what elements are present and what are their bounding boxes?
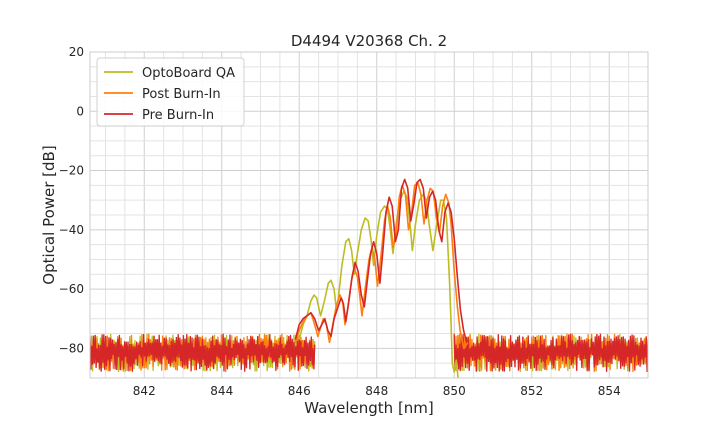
x-tick-label: 854 [598,384,621,398]
x-tick-label: 844 [210,384,233,398]
legend-label: Pre Burn-In [142,108,214,123]
x-tick-labels: 842 844 846 848 850 852 854 [133,384,621,398]
legend: OptoBoard QA Post Burn-In Pre Burn-In [96,57,245,127]
y-tick-label: −80 [59,341,84,355]
x-tick-label: 848 [365,384,388,398]
x-axis-label: Wavelength [nm] [304,399,434,417]
legend-label: Post Burn-In [142,87,221,102]
legend-label: OptoBoard QA [142,66,235,81]
series-group [294,178,469,378]
x-tick-label: 842 [133,384,156,398]
y-axis-label: Optical Power [dB] [40,145,58,284]
series-line-pre-burn-in [294,178,468,343]
plot-frame [89,51,649,379]
noise-floor-band [453,333,648,373]
y-tick-label: 20 [69,45,84,59]
y-tick-label: −40 [59,223,84,237]
y-tick-label: −20 [59,164,84,178]
y-tick-label: −60 [59,282,84,296]
x-tick-label: 846 [288,384,311,398]
noise-floor [90,333,648,373]
y-tick-labels: 20 0 −20 −40 −60 −80 [59,45,84,355]
noise-trace [90,333,316,372]
legend-box [96,57,245,127]
noise-trace [453,333,648,373]
chart-title: D4494 V20368 Ch. 2 [291,32,447,50]
x-tick-label: 850 [443,384,466,398]
x-tick-label: 852 [520,384,543,398]
noise-floor-band [90,333,316,372]
y-tick-label: 0 [76,104,84,118]
